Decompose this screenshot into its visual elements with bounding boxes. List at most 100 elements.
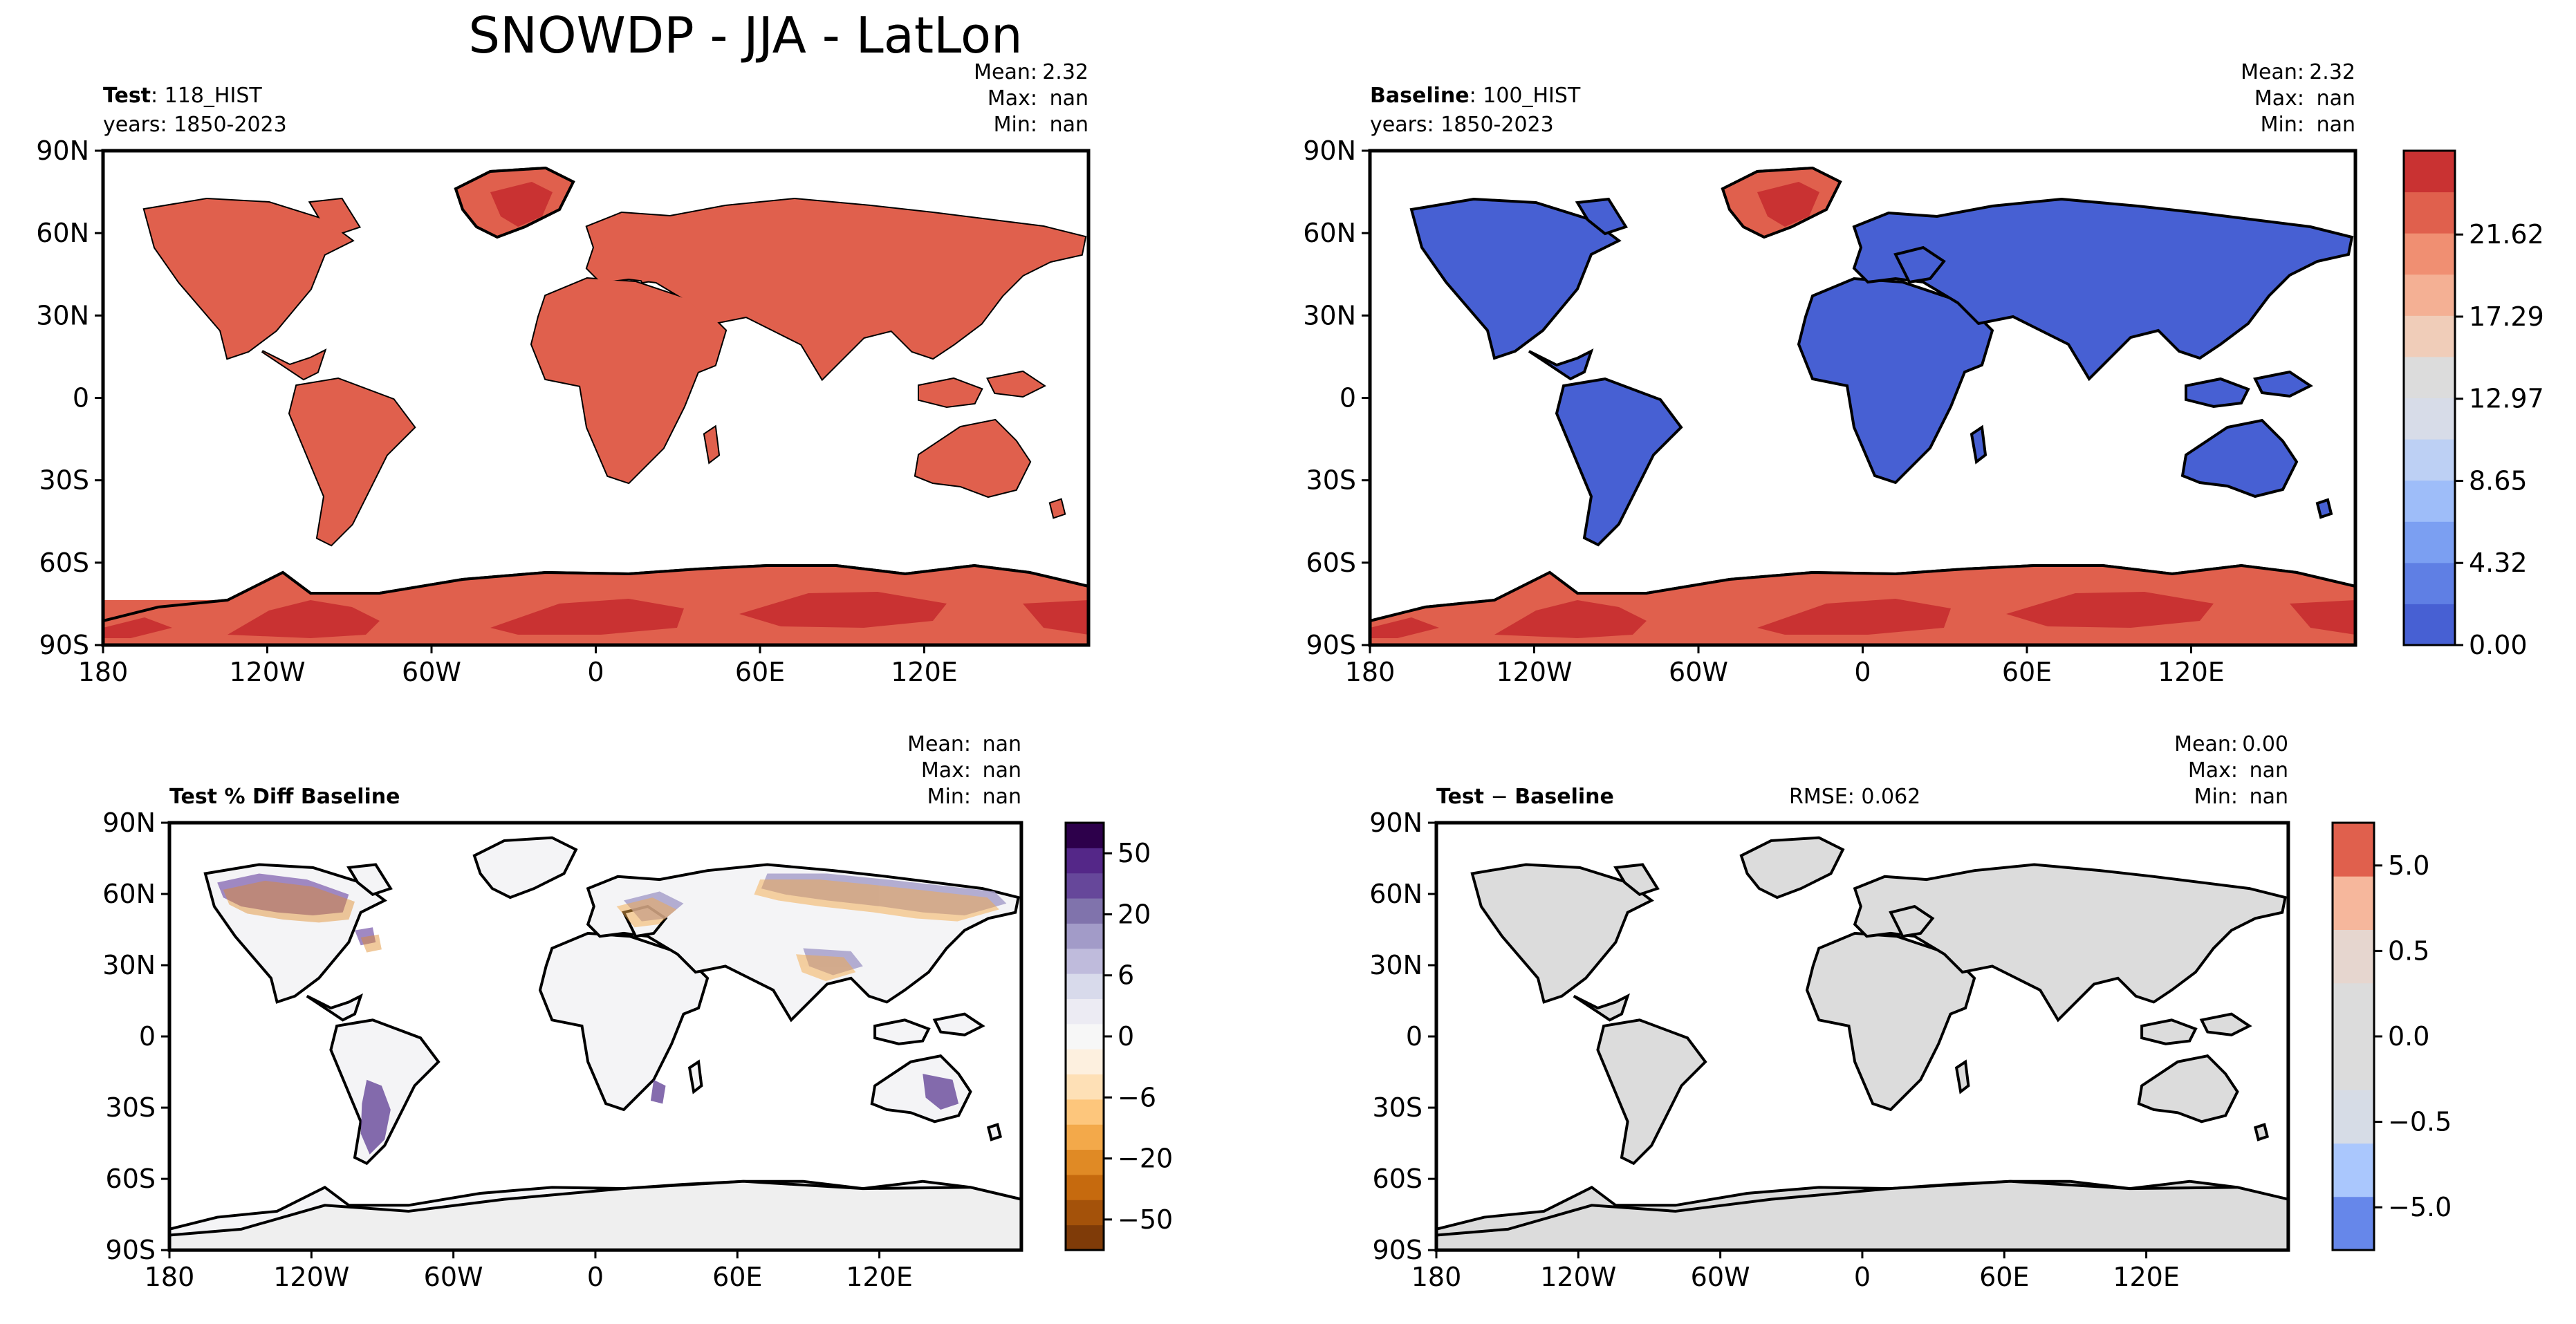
colorbar-segment	[1066, 1174, 1104, 1200]
panel-test-header: Test: 118_HIST years: 1850-2023 Mean: 2.…	[103, 60, 1088, 137]
x-tick-label: 120E	[891, 657, 958, 687]
x-tick-label: 120E	[846, 1262, 913, 1292]
colorbar-segment	[2404, 356, 2455, 398]
colorbar-tick-label: −5.0	[2388, 1192, 2452, 1222]
stat-max-label: Max:	[921, 758, 971, 783]
stat-mean-value: 2.32	[2309, 60, 2355, 84]
x-tick-label: 120W	[1540, 1262, 1616, 1292]
stat-mean-value: nan	[983, 732, 1021, 756]
colorbar-segment	[2333, 982, 2374, 1037]
y-tick-label: 90S	[1306, 630, 1356, 660]
x-tick-label: 120W	[229, 657, 305, 687]
stat-min-label: Min:	[927, 785, 971, 809]
y-axis: 90N 60N 30N 0 30S 60S 90S	[1369, 808, 1436, 1265]
panel-years: years: 1850-2023	[103, 113, 287, 137]
x-tick-label: 120E	[2158, 657, 2225, 687]
y-tick-label: 90S	[39, 630, 89, 660]
panel-case-name: : 118_HIST	[151, 84, 262, 108]
colorbar-tick-label: −50	[1118, 1204, 1173, 1235]
colorbar-tick-label: 4.32	[2469, 548, 2528, 578]
stat-mean-label: Mean:	[2241, 60, 2304, 84]
y-tick-label: 60S	[1306, 548, 1356, 578]
colorbar-segment	[2333, 929, 2374, 984]
colorbar-segment	[1066, 948, 1104, 974]
y-axis: 90N 60N 30N 0 30S 60S 90S	[36, 136, 103, 660]
x-tick-label: 180	[145, 1262, 195, 1292]
colorbar-segment	[1066, 1124, 1104, 1150]
y-tick-label: 60S	[106, 1164, 156, 1194]
x-tick-label: 0	[587, 657, 604, 687]
colorbar-segment	[2404, 315, 2455, 357]
panel-baseline: 180 120W 60W 0 60E 120E 90N 60N 30N 0 30S 60S 90S	[1303, 136, 2357, 687]
x-tick-label: 180	[1345, 657, 1396, 687]
y-tick-label: 90N	[1303, 136, 1356, 166]
panel-difference-header: Test − Baseline RMSE: 0.062 Mean: 0.00 M…	[1436, 732, 2288, 809]
colorbar-snow-depth: 0.00 4.32 8.65 12.97 17.29 21.62	[2402, 149, 2544, 660]
y-tick-label: 30N	[1303, 300, 1356, 330]
y-tick-label: 30S	[1306, 465, 1356, 496]
panel-baseline-header: Baseline: 100_HIST years: 1850-2023 Mean…	[1370, 60, 2355, 137]
panel-percent-diff-header: Test % Diff Baseline Mean: nan Max: nan …	[169, 732, 1021, 809]
colorbar-segment	[2404, 562, 2455, 604]
colorbar-tick-label: 17.29	[2469, 301, 2544, 332]
colorbar-tick-label: 0	[1118, 1021, 1134, 1052]
colorbar-tick-label: −0.5	[2388, 1107, 2452, 1137]
colorbar-segment	[2404, 480, 2455, 522]
x-tick-label: 60W	[424, 1262, 483, 1292]
x-tick-label: 60W	[1691, 1262, 1750, 1292]
y-tick-label: 30N	[36, 300, 89, 330]
y-tick-label: 0	[139, 1021, 156, 1052]
y-tick-label: 60N	[1369, 879, 1423, 909]
x-tick-label: 60E	[735, 657, 785, 687]
y-tick-label: 90S	[106, 1235, 156, 1265]
x-axis: 180 120W 60W 0 60E 120E	[1345, 645, 2225, 687]
panel-label-bold: Test % Diff Baseline	[169, 785, 400, 809]
y-tick-label: 60S	[1373, 1164, 1423, 1194]
svg-text:Baseline: 100_HIST: Baseline: 100_HIST	[1370, 84, 1581, 108]
y-tick-label: 30S	[106, 1092, 156, 1123]
stat-max-value: nan	[2250, 758, 2288, 783]
stat-min-label: Min:	[2194, 785, 2238, 809]
x-tick-label: 0	[1854, 1262, 1871, 1292]
panel-test: 180 120W 60W 0 60E 120E 90N 60N 30N 0 30S 60S 90S	[36, 136, 1091, 687]
colorbar-segment	[1066, 1049, 1104, 1075]
colorbar-segment	[2404, 151, 2455, 193]
stat-min-value: nan	[2250, 785, 2288, 809]
panel-label-bold: Test	[103, 84, 151, 108]
colorbar-tick-label: 20	[1118, 899, 1151, 929]
x-axis: 180 120W 60W 0 60E 120E	[145, 1250, 913, 1292]
colorbar-segment	[2333, 1196, 2374, 1251]
x-tick-label: 60E	[712, 1262, 762, 1292]
y-tick-label: 90N	[102, 808, 156, 838]
stat-max-value: nan	[2317, 86, 2355, 111]
y-tick-label: 30N	[102, 950, 156, 980]
colorbar-segment	[1066, 1074, 1104, 1100]
colorbar-segment	[1066, 923, 1104, 949]
colorbar-tick-label: 6	[1118, 960, 1134, 991]
stat-max-value: nan	[1050, 86, 1088, 111]
colorbar-segment	[2404, 604, 2455, 646]
panel-label-test: Test	[1436, 785, 1484, 809]
y-tick-label: 90N	[36, 136, 89, 166]
colorbar-segment	[2333, 1143, 2374, 1197]
colorbar-segment	[1066, 1023, 1104, 1050]
stat-max-label: Max:	[2254, 86, 2304, 111]
stat-max-value: nan	[983, 758, 1021, 783]
colorbar-tick-label: 50	[1118, 838, 1151, 868]
colorbar-segment	[1066, 973, 1104, 999]
colorbar-segment	[2404, 398, 2455, 440]
colorbar-tick-label: 8.65	[2469, 465, 2528, 496]
panel-label-baseline: Baseline	[1514, 785, 1614, 809]
stat-min-label: Min:	[2261, 113, 2304, 137]
svg-text:Test − Baseline: Test − Baseline	[1436, 785, 1614, 809]
y-axis: 90N 60N 30N 0 30S 60S 90S	[1303, 136, 1370, 660]
stat-min-label: Min:	[994, 113, 1037, 137]
x-tick-label: 120W	[1496, 657, 1572, 687]
colorbar-difference: 5.0 0.5 0.0 −0.5 −5.0	[2331, 821, 2452, 1251]
colorbar-segment	[1066, 1149, 1104, 1175]
colorbar-percent-diff: 50 20 6 0 −6 −20 −50	[1064, 821, 1173, 1251]
y-tick-label: 90S	[1373, 1235, 1423, 1265]
colorbar-segment	[1066, 873, 1104, 899]
colorbar-segment	[1066, 1200, 1104, 1226]
colorbar-segment	[2333, 876, 2374, 930]
